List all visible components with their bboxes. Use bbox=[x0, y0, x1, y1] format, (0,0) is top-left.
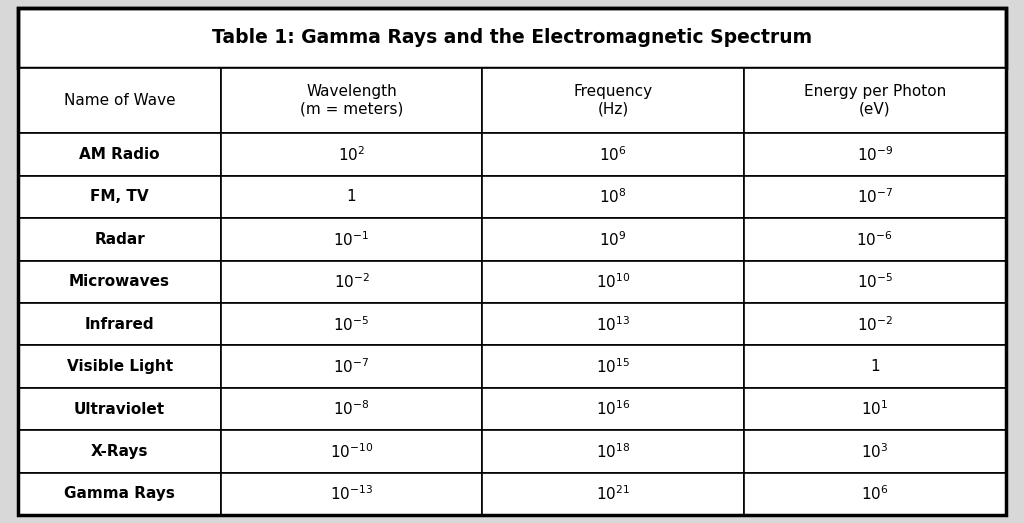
Text: Microwaves: Microwaves bbox=[69, 275, 170, 289]
Text: 10$^{-5}$: 10$^{-5}$ bbox=[857, 272, 893, 291]
Bar bbox=[221, 176, 482, 218]
Bar bbox=[221, 218, 482, 260]
Bar bbox=[221, 303, 482, 346]
Text: 10$^{-2}$: 10$^{-2}$ bbox=[334, 272, 370, 291]
Text: 1: 1 bbox=[347, 189, 356, 204]
Text: 10$^{6}$: 10$^{6}$ bbox=[599, 145, 627, 164]
Text: 10$^{13}$: 10$^{13}$ bbox=[596, 315, 631, 334]
Text: 10$^{-7}$: 10$^{-7}$ bbox=[334, 357, 370, 376]
Bar bbox=[18, 430, 221, 473]
Bar bbox=[221, 260, 482, 303]
Bar bbox=[18, 68, 221, 133]
Text: Wavelength
(m = meters): Wavelength (m = meters) bbox=[300, 85, 403, 117]
Bar bbox=[744, 260, 1006, 303]
Bar bbox=[744, 430, 1006, 473]
Text: Gamma Rays: Gamma Rays bbox=[65, 486, 175, 502]
Bar bbox=[482, 133, 744, 176]
Bar bbox=[18, 473, 221, 515]
Text: 10$^{16}$: 10$^{16}$ bbox=[596, 400, 631, 418]
Bar bbox=[744, 388, 1006, 430]
Bar bbox=[18, 303, 221, 346]
Text: 10$^{10}$: 10$^{10}$ bbox=[596, 272, 631, 291]
Bar bbox=[18, 176, 221, 218]
Bar bbox=[744, 473, 1006, 515]
Bar bbox=[221, 346, 482, 388]
Text: 10$^{-9}$: 10$^{-9}$ bbox=[856, 145, 893, 164]
Text: AM Radio: AM Radio bbox=[80, 147, 160, 162]
Bar bbox=[221, 473, 482, 515]
Bar bbox=[221, 133, 482, 176]
Bar bbox=[744, 218, 1006, 260]
Text: Name of Wave: Name of Wave bbox=[63, 93, 175, 108]
Text: 10$^{-1}$: 10$^{-1}$ bbox=[334, 230, 370, 249]
Text: 10$^{-8}$: 10$^{-8}$ bbox=[334, 400, 370, 418]
Text: 1: 1 bbox=[870, 359, 880, 374]
Text: 10$^{6}$: 10$^{6}$ bbox=[861, 485, 889, 503]
Bar bbox=[18, 260, 221, 303]
Text: FM, TV: FM, TV bbox=[90, 189, 148, 204]
Text: 10$^{-5}$: 10$^{-5}$ bbox=[334, 315, 370, 334]
Text: 10$^{-13}$: 10$^{-13}$ bbox=[330, 485, 373, 503]
Text: 10$^{-7}$: 10$^{-7}$ bbox=[857, 188, 893, 207]
Bar bbox=[744, 176, 1006, 218]
Text: 10$^{9}$: 10$^{9}$ bbox=[599, 230, 627, 249]
Bar bbox=[482, 260, 744, 303]
Bar bbox=[744, 346, 1006, 388]
Bar bbox=[482, 430, 744, 473]
Bar bbox=[482, 303, 744, 346]
Bar bbox=[482, 473, 744, 515]
Bar bbox=[18, 133, 221, 176]
Text: Table 1: Gamma Rays and the Electromagnetic Spectrum: Table 1: Gamma Rays and the Electromagne… bbox=[212, 28, 812, 48]
Text: 10$^{1}$: 10$^{1}$ bbox=[861, 400, 889, 418]
Bar bbox=[482, 218, 744, 260]
Bar bbox=[221, 388, 482, 430]
Bar bbox=[221, 430, 482, 473]
Bar bbox=[482, 176, 744, 218]
Text: 10$^{-2}$: 10$^{-2}$ bbox=[857, 315, 893, 334]
Text: Ultraviolet: Ultraviolet bbox=[74, 402, 165, 417]
Bar bbox=[18, 346, 221, 388]
Bar bbox=[18, 218, 221, 260]
Text: 10$^{8}$: 10$^{8}$ bbox=[599, 188, 627, 207]
Bar bbox=[18, 8, 1006, 68]
Bar bbox=[744, 68, 1006, 133]
Text: 10$^{21}$: 10$^{21}$ bbox=[596, 485, 630, 503]
Bar bbox=[18, 388, 221, 430]
Text: 10$^{15}$: 10$^{15}$ bbox=[596, 357, 630, 376]
Text: X-Rays: X-Rays bbox=[91, 444, 148, 459]
Text: Energy per Photon
(eV): Energy per Photon (eV) bbox=[804, 85, 946, 117]
Bar bbox=[482, 68, 744, 133]
Text: 10$^{3}$: 10$^{3}$ bbox=[861, 442, 889, 461]
Text: 10$^{18}$: 10$^{18}$ bbox=[596, 442, 631, 461]
Text: 10$^{-6}$: 10$^{-6}$ bbox=[856, 230, 893, 249]
Text: Radar: Radar bbox=[94, 232, 145, 247]
Text: Visible Light: Visible Light bbox=[67, 359, 173, 374]
Bar bbox=[482, 346, 744, 388]
Text: Frequency
(Hz): Frequency (Hz) bbox=[573, 85, 652, 117]
Text: Infrared: Infrared bbox=[85, 317, 155, 332]
Bar bbox=[744, 133, 1006, 176]
Text: 10$^{2}$: 10$^{2}$ bbox=[338, 145, 366, 164]
Bar bbox=[482, 388, 744, 430]
Text: 10$^{-10}$: 10$^{-10}$ bbox=[330, 442, 374, 461]
Bar bbox=[221, 68, 482, 133]
Bar bbox=[744, 303, 1006, 346]
